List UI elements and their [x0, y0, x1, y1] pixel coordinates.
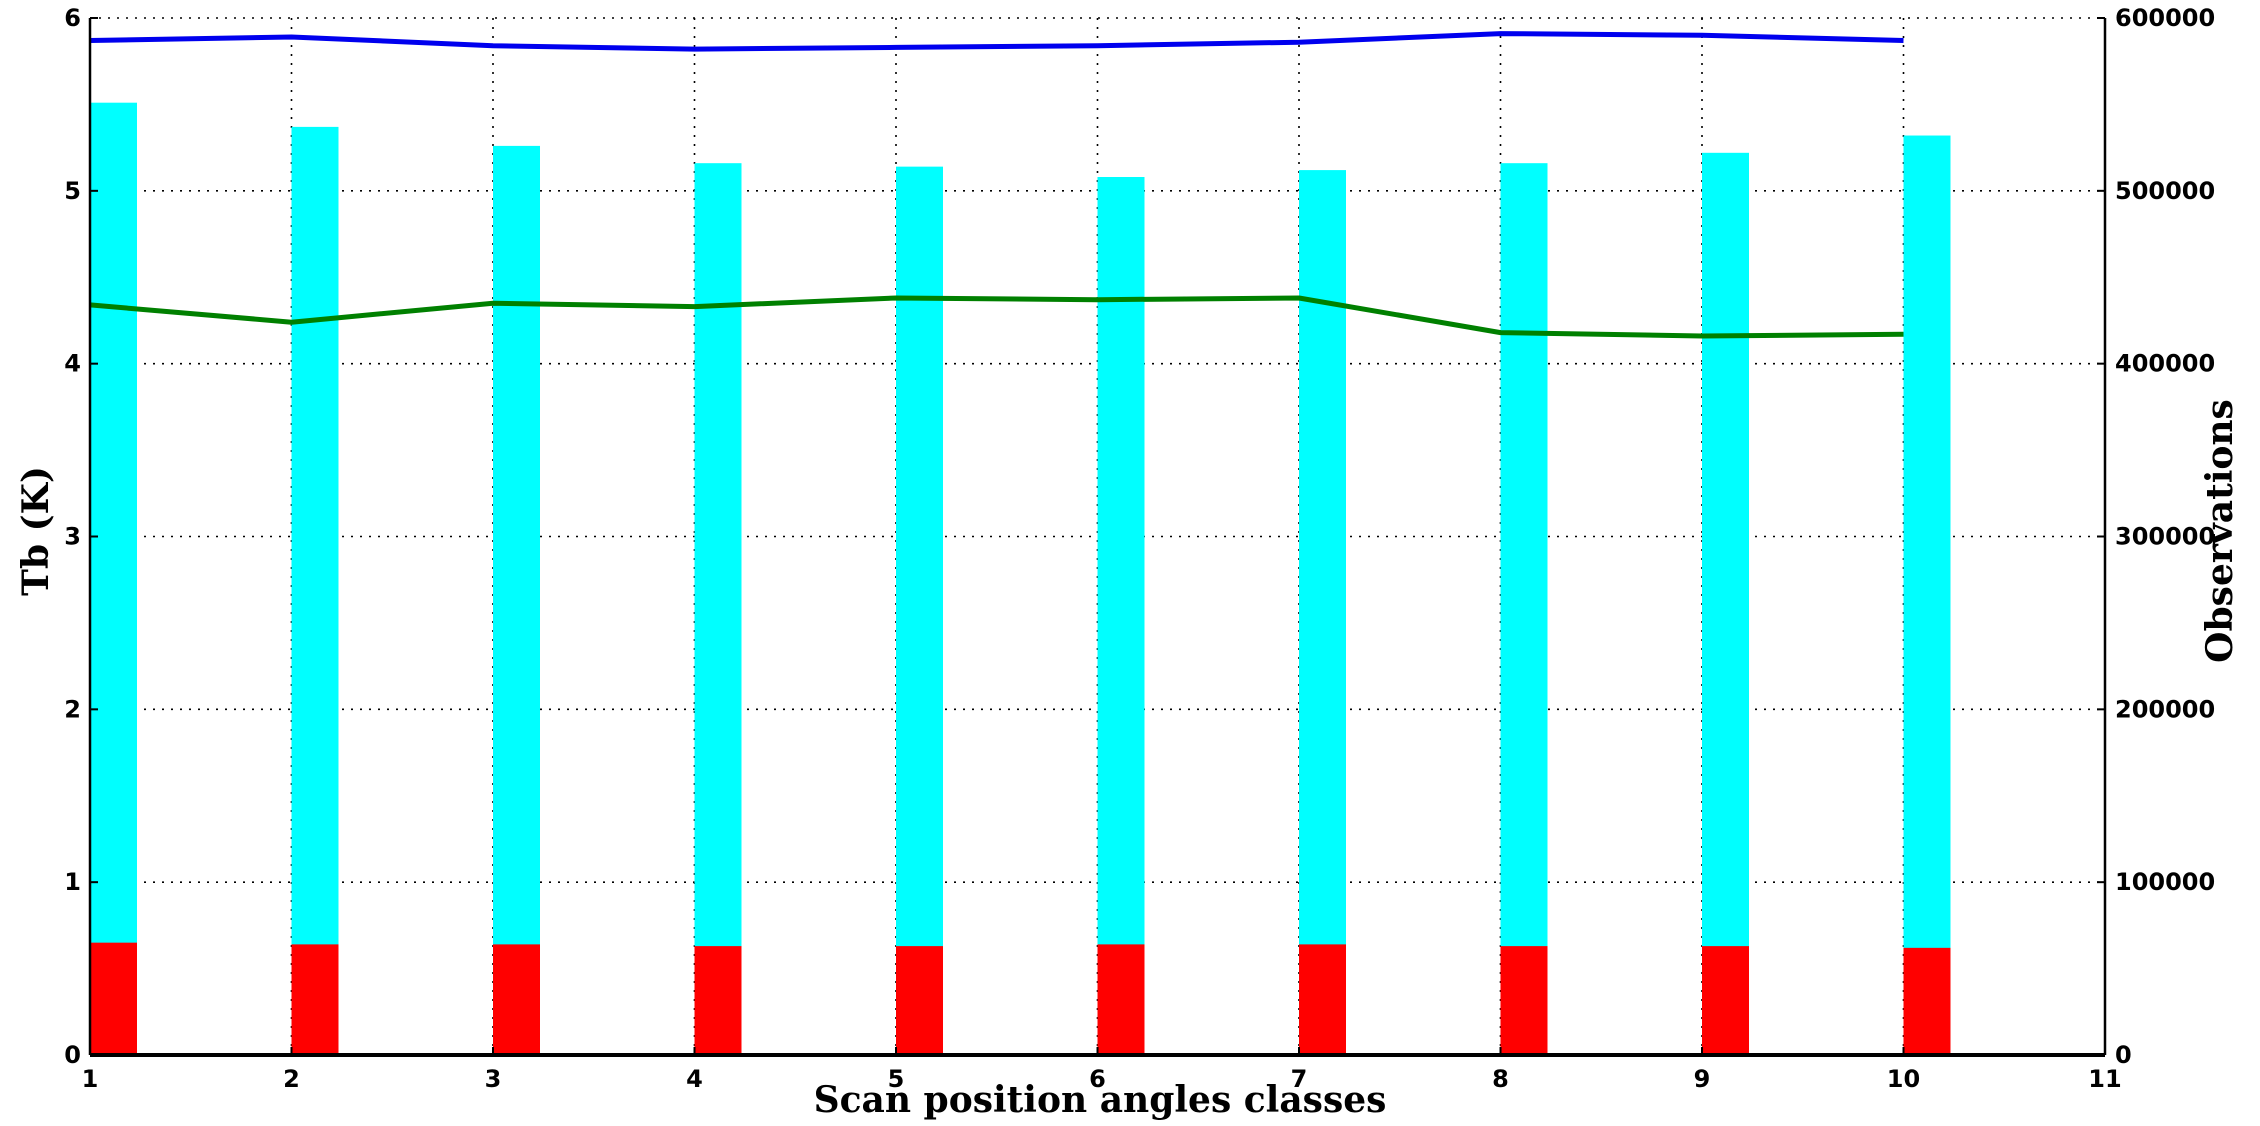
bar-series-1 — [694, 163, 742, 1055]
x-tick-label: 11 — [2088, 1065, 2121, 1093]
line-series-2 — [89, 295, 1904, 339]
y-axis-title-left: Tb (K) — [15, 466, 57, 596]
axes — [88, 17, 2107, 1057]
bar-series-1 — [1299, 170, 1346, 1056]
x-tick-label: 3 — [485, 1065, 502, 1093]
bar-series-1 — [90, 102, 137, 1055]
bar-series-2 — [1903, 947, 1951, 1055]
bar-series-1 — [1903, 135, 1951, 1055]
bar-series-1 — [896, 166, 943, 1056]
x-tick-label: 2 — [283, 1065, 300, 1093]
y-tick-label-left: 3 — [64, 523, 81, 551]
y-tick-label-left: 5 — [64, 177, 81, 205]
x-tick-label: 5 — [888, 1065, 905, 1093]
x-tick-label: 10 — [1887, 1065, 1920, 1093]
x-tick-label: 9 — [1694, 1065, 1711, 1093]
x-axis-title: Scan position angles classes — [814, 1079, 1387, 1121]
y-tick-label-right: 100000 — [2115, 868, 2215, 896]
bar-series-1 — [493, 145, 540, 1055]
y-tick-label-left: 0 — [64, 1041, 81, 1069]
bar-series-1 — [291, 126, 339, 1055]
y-tick-label-left: 2 — [64, 695, 81, 723]
bar-series-2 — [1500, 946, 1548, 1055]
bar-series-2 — [896, 946, 943, 1055]
x-tick-label: 4 — [686, 1065, 703, 1093]
y-tick-label-right: 0 — [2115, 1041, 2132, 1069]
x-tick-label: 8 — [1492, 1065, 1509, 1093]
y-tick-label-left: 1 — [64, 868, 81, 896]
bar-series-1 — [1500, 163, 1548, 1055]
bar-series-2 — [493, 944, 540, 1055]
bar-series-2 — [1702, 946, 1749, 1055]
y-tick-label-right: 200000 — [2115, 695, 2215, 723]
y-tick-label-right: 600000 — [2115, 4, 2215, 32]
y-tick-label-right: 400000 — [2115, 350, 2215, 378]
bar-series-2 — [1299, 944, 1346, 1055]
x-tick-label: 6 — [1089, 1065, 1106, 1093]
bar-series-1 — [1702, 152, 1749, 1055]
bar-series-2 — [90, 942, 137, 1055]
bars — [90, 102, 1951, 1056]
y-axis-title-right: Observations — [2199, 399, 2241, 663]
lines — [89, 31, 1904, 339]
y-tick-label-left: 6 — [64, 4, 81, 32]
line-series-1 — [89, 31, 1904, 52]
y-tick-label-right: 500000 — [2115, 177, 2215, 205]
x-tick-label: 1 — [82, 1065, 99, 1093]
bar-series-2 — [1097, 944, 1145, 1055]
tick-labels: 1 2 3 4 5 6 7 8 9 10 11012345601000002000003000004… — [64, 4, 2215, 1093]
x-tick-label: 7 — [1291, 1065, 1308, 1093]
bar-series-2 — [291, 944, 339, 1055]
bar-series-1 — [1097, 177, 1145, 1056]
y-tick-label-left: 4 — [64, 350, 81, 378]
y-tick-label-right: 300000 — [2115, 523, 2215, 551]
bar-series-2 — [694, 946, 742, 1055]
